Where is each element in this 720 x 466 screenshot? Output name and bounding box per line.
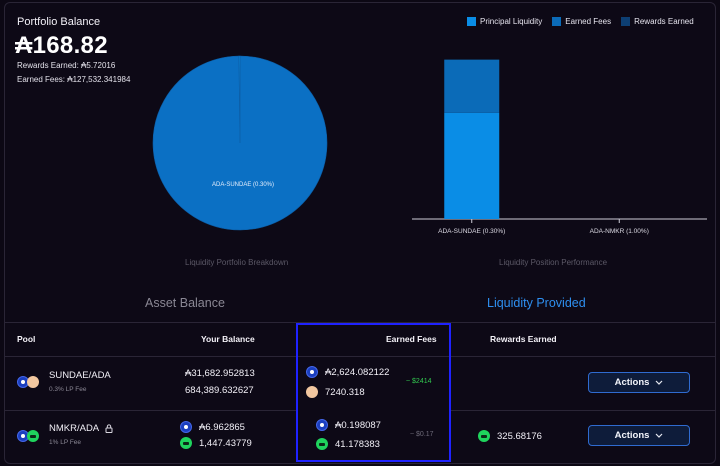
bar-chart-legend: Principal Liquidity Earned Fees Rewards … [467,17,694,26]
portfolio-title: Portfolio Balance [17,16,101,28]
actions-button-label: Actions [614,430,650,441]
x-tick-label: ADA-SUNDAE (0.30%) [438,228,505,235]
legend-swatch [621,17,631,26]
column-header-earned-fees: Earned Fees [386,334,437,344]
pie-slice-2[interactable] [238,55,241,144]
earned-fee-ada-nmkr-ada: ₳0.198087 [316,419,381,431]
portfolio-balance: ₳168.82 [15,32,108,59]
legend-swatch [552,17,562,26]
bar-segment-principal-liquidity[interactable] [444,112,500,219]
sundae-coin-icon [306,386,318,398]
balance-ada-sundae-ada: ₳31,682.952813 [185,368,255,379]
pool-fee-sundae-ada: 0.3% LP Fee [49,386,87,393]
balance-token-value: 1,447.43779 [199,437,252,449]
performance-bar-chart[interactable]: ADA-SUNDAE (0.30%) ADA-NMKR (1.00%) [400,30,710,240]
ada-coin-icon [316,419,328,431]
lock-icon [105,424,113,433]
legend-label: Rewards Earned [634,17,694,26]
actions-button-label: Actions [614,377,650,388]
earned-fee-ada-value: ₳2,624.082122 [325,366,390,378]
chevron-down-icon [655,433,663,438]
table-top-divider [5,322,715,323]
legend-label: Principal Liquidity [480,17,543,26]
balance-ada-value: ₳6.962865 [199,421,245,433]
pool-fee-nmkr-ada: 1% LP Fee [49,439,82,446]
earned-fee-token-value: 7240.318 [325,386,365,398]
bar-chart-caption: Liquidity Position Performance [499,258,608,267]
legend-earned-fees[interactable]: Earned Fees [552,17,611,26]
actions-button-nmkr-ada[interactable]: Actions [588,425,690,446]
column-header-pool: Pool [17,334,36,344]
pool-pair-icons [17,429,47,445]
chevron-down-icon [655,380,663,385]
ada-coin-icon [306,366,318,378]
earned-fee-token-nmkr-ada: 41.178383 [316,438,380,450]
bar-segment-earned-fees[interactable] [444,59,500,113]
row-divider-left [5,410,296,411]
tab-liquidity-provided[interactable]: Liquidity Provided [487,296,586,310]
legend-label: Earned Fees [565,17,612,26]
earned-fee-usd-nmkr-ada: ~ $0.17 [410,431,434,438]
pool-name-nmkr-ada[interactable]: NMKR/ADA [49,423,100,434]
pie-slice-label: ADA-SUNDAE (0.30%) [212,182,275,188]
actions-button-sundae-ada[interactable]: Actions [588,372,690,393]
balance-token-sundae-ada: 684,389.632627 [185,385,254,396]
x-tick-label: ADA-NMKR (1.00%) [590,228,649,235]
pool-name-sundae-ada[interactable]: SUNDAE/ADA [49,370,111,381]
legend-rewards-earned[interactable]: Rewards Earned [621,17,694,26]
nmkr-coin-icon [180,437,192,449]
balance-token-nmkr-ada: 1,447.43779 [180,437,252,449]
earned-fee-token-sundae-ada: 7240.318 [306,386,365,398]
ada-coin-icon [180,421,192,433]
earned-fee-token-value: 41.178383 [335,438,380,450]
rewards-earned-summary: Rewards Earned: ₳5.72016 [17,61,116,70]
pool-name-nmkr-ada-wrap: NMKR/ADA [49,423,113,434]
row-divider-right [451,410,715,411]
legend-swatch [467,17,476,26]
rewards-earned-value: 325.68176 [497,430,542,442]
sundae-coin-icon [27,376,39,388]
tab-asset-balance[interactable]: Asset Balance [145,296,225,310]
nmkr-coin-icon [316,438,328,450]
earned-fee-usd-sundae-ada: ~ $2414 [406,378,432,385]
pie-chart-caption: Liquidity Portfolio Breakdown [185,258,289,267]
portfolio-pie-chart[interactable] [150,53,330,233]
nmkr-coin-icon [27,430,39,442]
earned-fees-highlight-box [296,323,451,462]
balance-ada-nmkr-ada: ₳6.962865 [180,421,245,433]
nmkr-coin-icon [478,430,490,442]
column-header-your-balance: Your Balance [201,334,255,344]
column-header-rewards-earned: Rewards Earned [490,334,557,344]
rewards-earned-nmkr-ada: 325.68176 [478,430,542,442]
earned-fee-ada-value: ₳0.198087 [335,419,381,431]
earned-fees-summary: Earned Fees: ₳127,532.341984 [17,75,131,84]
earned-fee-ada-sundae-ada: ₳2,624.082122 [306,366,389,378]
pool-pair-icons [17,375,47,391]
legend-principal-liquidity[interactable]: Principal Liquidity [467,17,542,26]
table-header-divider [5,356,715,357]
